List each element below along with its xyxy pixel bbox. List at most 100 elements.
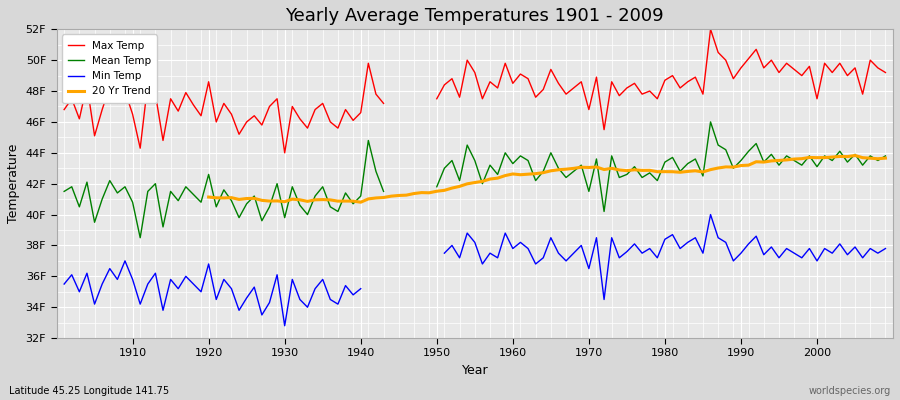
Max Temp bbox=[287, 104, 298, 109]
Min Temp bbox=[158, 308, 168, 313]
20 Yr Trend bbox=[850, 153, 860, 158]
Max Temp bbox=[241, 120, 252, 124]
Mean Temp bbox=[127, 200, 138, 205]
Mean Temp bbox=[188, 192, 199, 197]
Mean Temp bbox=[356, 194, 366, 198]
Max Temp bbox=[173, 109, 184, 114]
Max Temp bbox=[226, 112, 237, 116]
Mean Temp bbox=[302, 212, 313, 217]
Mean Temp bbox=[180, 184, 191, 189]
20 Yr Trend bbox=[880, 156, 891, 160]
20 Yr Trend bbox=[294, 198, 305, 202]
Mean Temp bbox=[166, 189, 176, 194]
Min Temp bbox=[58, 282, 69, 286]
Mean Temp bbox=[135, 235, 146, 240]
Max Temp bbox=[272, 96, 283, 101]
Min Temp bbox=[173, 286, 184, 291]
Mean Temp bbox=[371, 169, 382, 174]
Max Temp bbox=[82, 82, 93, 87]
Mean Temp bbox=[120, 184, 130, 189]
Max Temp bbox=[74, 116, 85, 121]
Max Temp bbox=[104, 84, 115, 89]
Max Temp bbox=[211, 120, 221, 124]
Mean Temp bbox=[142, 189, 153, 194]
Min Temp bbox=[234, 308, 245, 313]
Text: Latitude 45.25 Longitude 141.75: Latitude 45.25 Longitude 141.75 bbox=[9, 386, 169, 396]
Min Temp bbox=[272, 272, 283, 277]
Min Temp bbox=[310, 286, 320, 291]
Min Temp bbox=[180, 274, 191, 279]
Min Temp bbox=[142, 282, 153, 286]
Mean Temp bbox=[347, 201, 358, 206]
Min Temp bbox=[256, 312, 267, 317]
Min Temp bbox=[287, 277, 298, 282]
Legend: Max Temp, Mean Temp, Min Temp, 20 Yr Trend: Max Temp, Mean Temp, Min Temp, 20 Yr Tre… bbox=[62, 34, 158, 103]
Max Temp bbox=[256, 123, 267, 128]
Title: Yearly Average Temperatures 1901 - 2009: Yearly Average Temperatures 1901 - 2009 bbox=[285, 7, 664, 25]
Max Temp bbox=[325, 120, 336, 124]
Max Temp bbox=[332, 126, 343, 130]
Min Temp bbox=[347, 292, 358, 297]
Line: Min Temp: Min Temp bbox=[64, 261, 361, 326]
Min Temp bbox=[249, 285, 260, 290]
Mean Temp bbox=[325, 204, 336, 209]
Mean Temp bbox=[226, 198, 237, 203]
Min Temp bbox=[112, 277, 122, 282]
Min Temp bbox=[325, 297, 336, 302]
Max Temp bbox=[219, 101, 230, 106]
Max Temp bbox=[264, 104, 274, 109]
Line: Mean Temp: Mean Temp bbox=[64, 140, 383, 238]
Mean Temp bbox=[310, 194, 320, 198]
Mean Temp bbox=[58, 189, 69, 194]
Mean Temp bbox=[158, 224, 168, 229]
Min Temp bbox=[211, 297, 221, 302]
20 Yr Trend bbox=[682, 169, 693, 174]
X-axis label: Year: Year bbox=[462, 364, 488, 377]
Min Temp bbox=[294, 297, 305, 302]
Mean Temp bbox=[234, 215, 245, 220]
Y-axis label: Temperature: Temperature bbox=[7, 144, 20, 223]
Min Temp bbox=[340, 283, 351, 288]
Mean Temp bbox=[256, 218, 267, 223]
Max Temp bbox=[318, 101, 328, 106]
Mean Temp bbox=[241, 201, 252, 206]
Mean Temp bbox=[211, 204, 221, 209]
Max Temp bbox=[371, 92, 382, 96]
20 Yr Trend bbox=[865, 156, 876, 161]
Max Temp bbox=[188, 102, 199, 107]
Min Temp bbox=[188, 282, 199, 286]
Mean Temp bbox=[340, 190, 351, 195]
Mean Temp bbox=[74, 204, 85, 209]
20 Yr Trend bbox=[356, 200, 366, 205]
Max Temp bbox=[356, 110, 366, 115]
Max Temp bbox=[302, 126, 313, 130]
Max Temp bbox=[112, 101, 122, 106]
Mean Temp bbox=[89, 220, 100, 225]
Mean Temp bbox=[294, 203, 305, 208]
Mean Temp bbox=[82, 180, 93, 184]
Min Temp bbox=[127, 277, 138, 282]
Mean Temp bbox=[279, 215, 290, 220]
Mean Temp bbox=[249, 194, 260, 198]
Min Temp bbox=[264, 300, 274, 305]
Min Temp bbox=[219, 277, 230, 282]
Mean Temp bbox=[272, 181, 283, 186]
Mean Temp bbox=[264, 204, 274, 209]
Max Temp bbox=[378, 101, 389, 106]
Mean Temp bbox=[203, 172, 214, 177]
Mean Temp bbox=[67, 184, 77, 189]
Max Temp bbox=[142, 81, 153, 86]
Min Temp bbox=[332, 302, 343, 306]
Max Temp bbox=[249, 113, 260, 118]
Mean Temp bbox=[112, 190, 122, 195]
Mean Temp bbox=[97, 197, 108, 202]
Mean Temp bbox=[150, 181, 161, 186]
Min Temp bbox=[104, 266, 115, 271]
Max Temp bbox=[279, 150, 290, 155]
Min Temp bbox=[135, 302, 146, 306]
Mean Temp bbox=[363, 138, 374, 143]
Max Temp bbox=[310, 107, 320, 112]
Max Temp bbox=[166, 96, 176, 101]
Max Temp bbox=[195, 113, 206, 118]
Min Temp bbox=[150, 271, 161, 276]
